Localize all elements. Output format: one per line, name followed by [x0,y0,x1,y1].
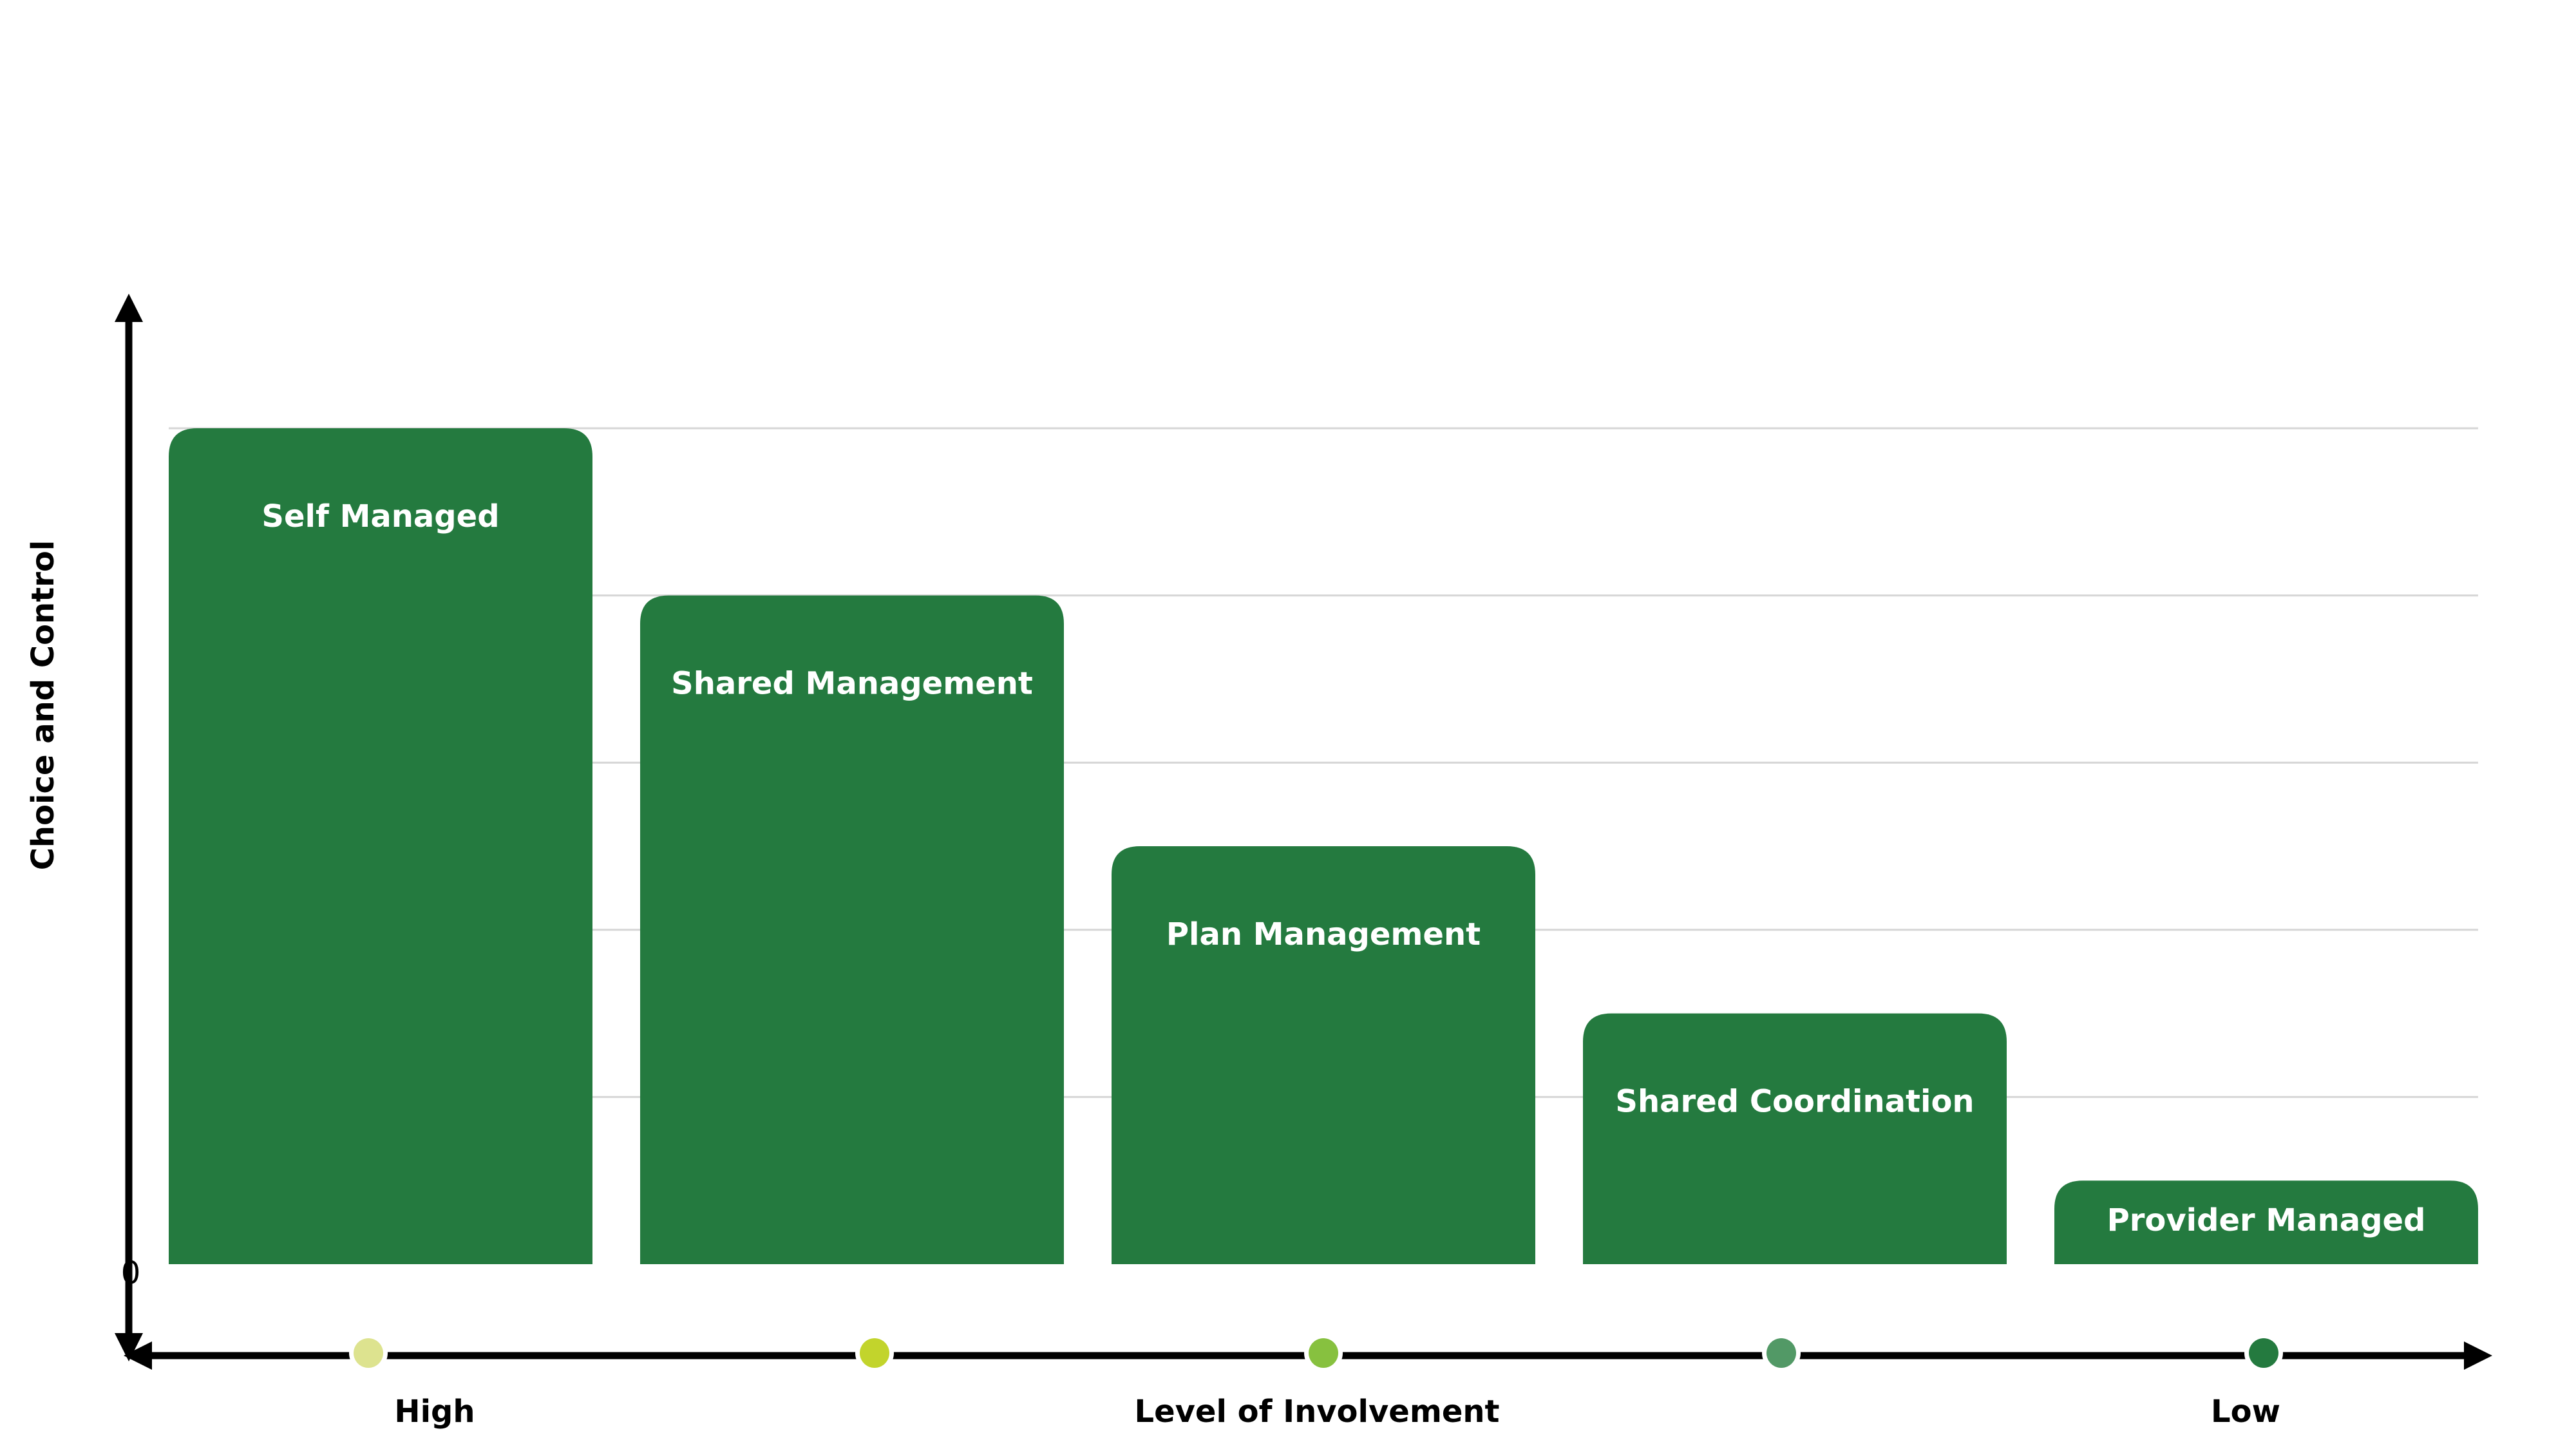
bar [2054,1180,2478,1264]
bar [640,595,1064,1264]
scale-dot [1309,1338,1338,1368]
scale-dot [1766,1338,1796,1368]
bars: Self Managed Shared Management Plan Manage… [169,428,2478,1264]
y-axis-label: Choice and Control [25,540,61,871]
bar-label: Shared Coordination [1615,1084,1974,1120]
bar [1112,846,1535,1264]
bar [1583,1013,2007,1264]
scale-dots [349,1334,2283,1372]
scale-dot [354,1338,383,1368]
bar-label: Shared Management [671,666,1033,702]
scale-dot [860,1338,889,1368]
bar-label: Plan Management [1166,916,1481,952]
bar-label: Provider Managed [2107,1202,2426,1238]
bar [169,428,592,1264]
bar-label: Self Managed [261,498,499,535]
x-axis-label: Level of Involvement [1135,1394,1500,1430]
x-axis-left-label: High [394,1394,475,1430]
y-tick-label: 0 [121,1255,141,1291]
x-axis-right-label: Low [2211,1394,2280,1430]
scale-dot [2249,1338,2278,1368]
